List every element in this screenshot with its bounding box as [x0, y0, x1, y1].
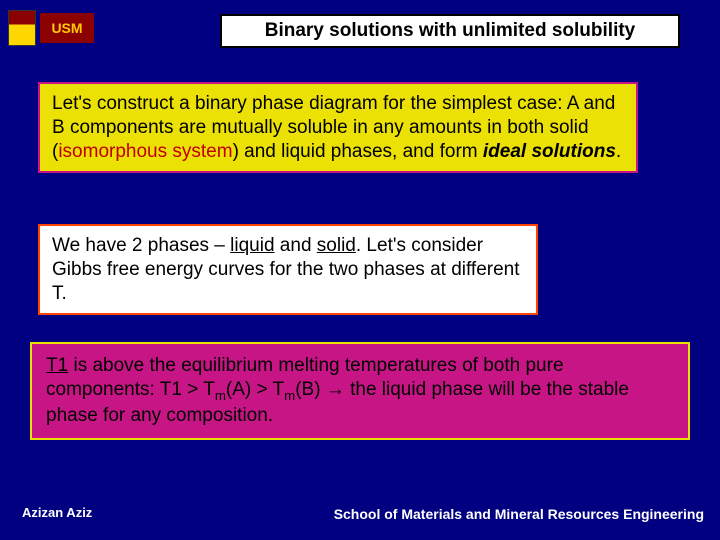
p-t2: and	[275, 235, 317, 256]
b3-t4: (A) > T	[226, 379, 284, 400]
school: School of Materials and Mineral Resource…	[334, 506, 704, 522]
author: Azizan Aziz	[22, 505, 92, 520]
solid-term: solid	[317, 235, 356, 256]
intro-box: Let's construct a binary phase diagram f…	[38, 82, 638, 173]
crest-icon	[8, 10, 36, 46]
t1-label: T1	[46, 355, 68, 376]
logo: USM	[8, 8, 96, 48]
p-t1: We have 2 phases –	[52, 235, 230, 256]
title-text: Binary solutions with unlimited solubili…	[265, 20, 636, 42]
intro-t2: ) and liquid phases, and form	[233, 141, 483, 162]
phases-box: We have 2 phases – liquid and solid. Let…	[38, 224, 538, 315]
liquid-term: liquid	[230, 235, 274, 256]
slide-title: Binary solutions with unlimited solubili…	[220, 14, 680, 48]
logo-main: USM	[51, 21, 82, 35]
isomorphous-term: isomorphous system	[58, 141, 232, 162]
sub-mB: m	[284, 388, 295, 403]
t1-box: T1 is above the equilibrium melting temp…	[30, 342, 690, 440]
logo-text: USM	[40, 13, 94, 43]
one: 1	[58, 355, 69, 376]
ideal-term: ideal solutions	[483, 141, 616, 162]
intro-t3: .	[616, 141, 621, 162]
b3-t3: 1 > T	[171, 379, 214, 400]
T: T	[46, 355, 58, 376]
sub-mA: m	[215, 388, 226, 403]
